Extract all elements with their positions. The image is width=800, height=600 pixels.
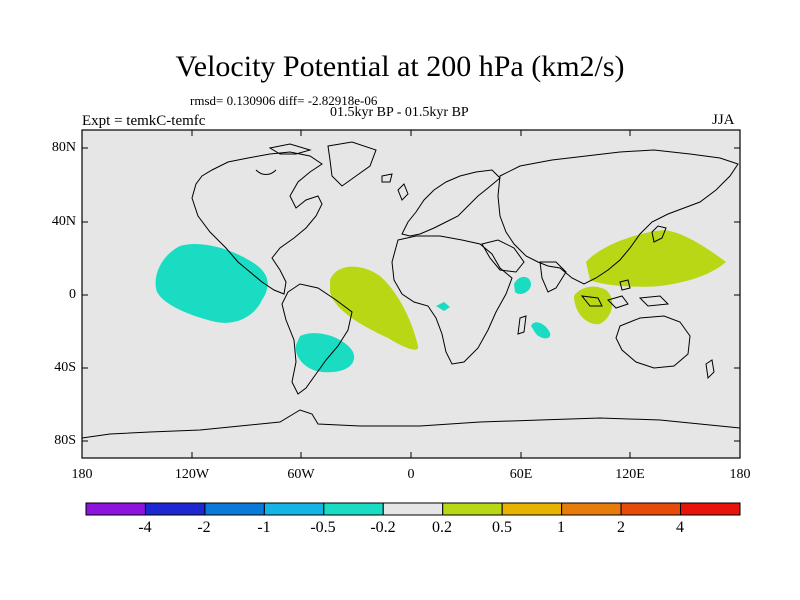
coast-asia xyxy=(497,149,739,285)
lat-label-40n: 40N xyxy=(51,214,76,229)
region-tropical-atlantic xyxy=(330,266,419,350)
region-east-africa xyxy=(514,276,531,295)
colorbar-label: -0.5 xyxy=(310,519,336,536)
coastlines xyxy=(81,141,741,439)
lon-label-120w: 120W xyxy=(174,467,210,482)
period-line: 01.5kyr BP - 01.5kyr BP xyxy=(330,105,469,120)
coast-arabia xyxy=(481,239,525,273)
colorbar-label: 4 xyxy=(676,519,684,536)
region-west-pacific xyxy=(586,230,726,287)
lat-label-0: 0 xyxy=(69,287,76,302)
colorbar-swatch xyxy=(442,502,503,516)
colorbar-label: 0.5 xyxy=(492,519,512,536)
coast-africa xyxy=(391,235,513,365)
coast-south-america xyxy=(281,283,353,395)
colorbar-label: 2 xyxy=(617,519,625,536)
colorbar-label: -0.2 xyxy=(370,519,396,536)
colorbar-label: 0.2 xyxy=(432,519,452,536)
colorbar-label: -2 xyxy=(197,519,211,536)
colorbar-swatch xyxy=(323,502,384,516)
coast-greenland xyxy=(327,141,377,187)
lat-label-80n: 80N xyxy=(51,140,76,155)
coast-australia xyxy=(615,315,691,369)
lon-label-180e: 180 xyxy=(729,467,751,482)
lat-label-80s: 80S xyxy=(54,433,76,448)
coast-north-america xyxy=(191,151,323,295)
experiment-line: Expt = temkC-temfc xyxy=(82,113,206,129)
lon-label-0: 0 xyxy=(407,467,415,482)
lon-label-180w: 180 xyxy=(71,467,93,482)
colorbar-swatch xyxy=(85,502,146,516)
season-label: JJA xyxy=(712,112,735,128)
stats-line: rmsd= 0.130906 diff= -2.82918e-06 xyxy=(190,93,378,108)
region-central-africa xyxy=(436,302,450,311)
colorbar-swatch xyxy=(680,502,741,516)
colorbar-label: -1 xyxy=(257,519,271,536)
colorbar-label: 1 xyxy=(557,519,565,536)
region-madagascar xyxy=(531,322,551,339)
lon-ticks xyxy=(81,130,741,458)
colorbar-swatch xyxy=(382,502,444,516)
colorbar xyxy=(85,502,741,516)
lat-label-40s: 40S xyxy=(54,360,76,375)
colorbar-swatch xyxy=(144,502,206,516)
lon-label-120e: 120E xyxy=(615,467,645,482)
colorbar-swatch xyxy=(501,502,563,516)
coast-antarctica xyxy=(81,409,741,439)
lon-label-60w: 60W xyxy=(287,467,315,482)
colorbar-swatch xyxy=(620,502,682,516)
colorbar-swatch xyxy=(204,502,265,516)
map-title: Velocity Potential at 200 hPa (km2/s) xyxy=(175,50,625,83)
lon-label-60e: 60E xyxy=(509,467,533,482)
colorbar-swatch xyxy=(561,502,622,516)
lat-ticks xyxy=(82,147,740,442)
colorbar-label: -4 xyxy=(138,519,152,536)
colorbar-swatch xyxy=(263,502,325,516)
